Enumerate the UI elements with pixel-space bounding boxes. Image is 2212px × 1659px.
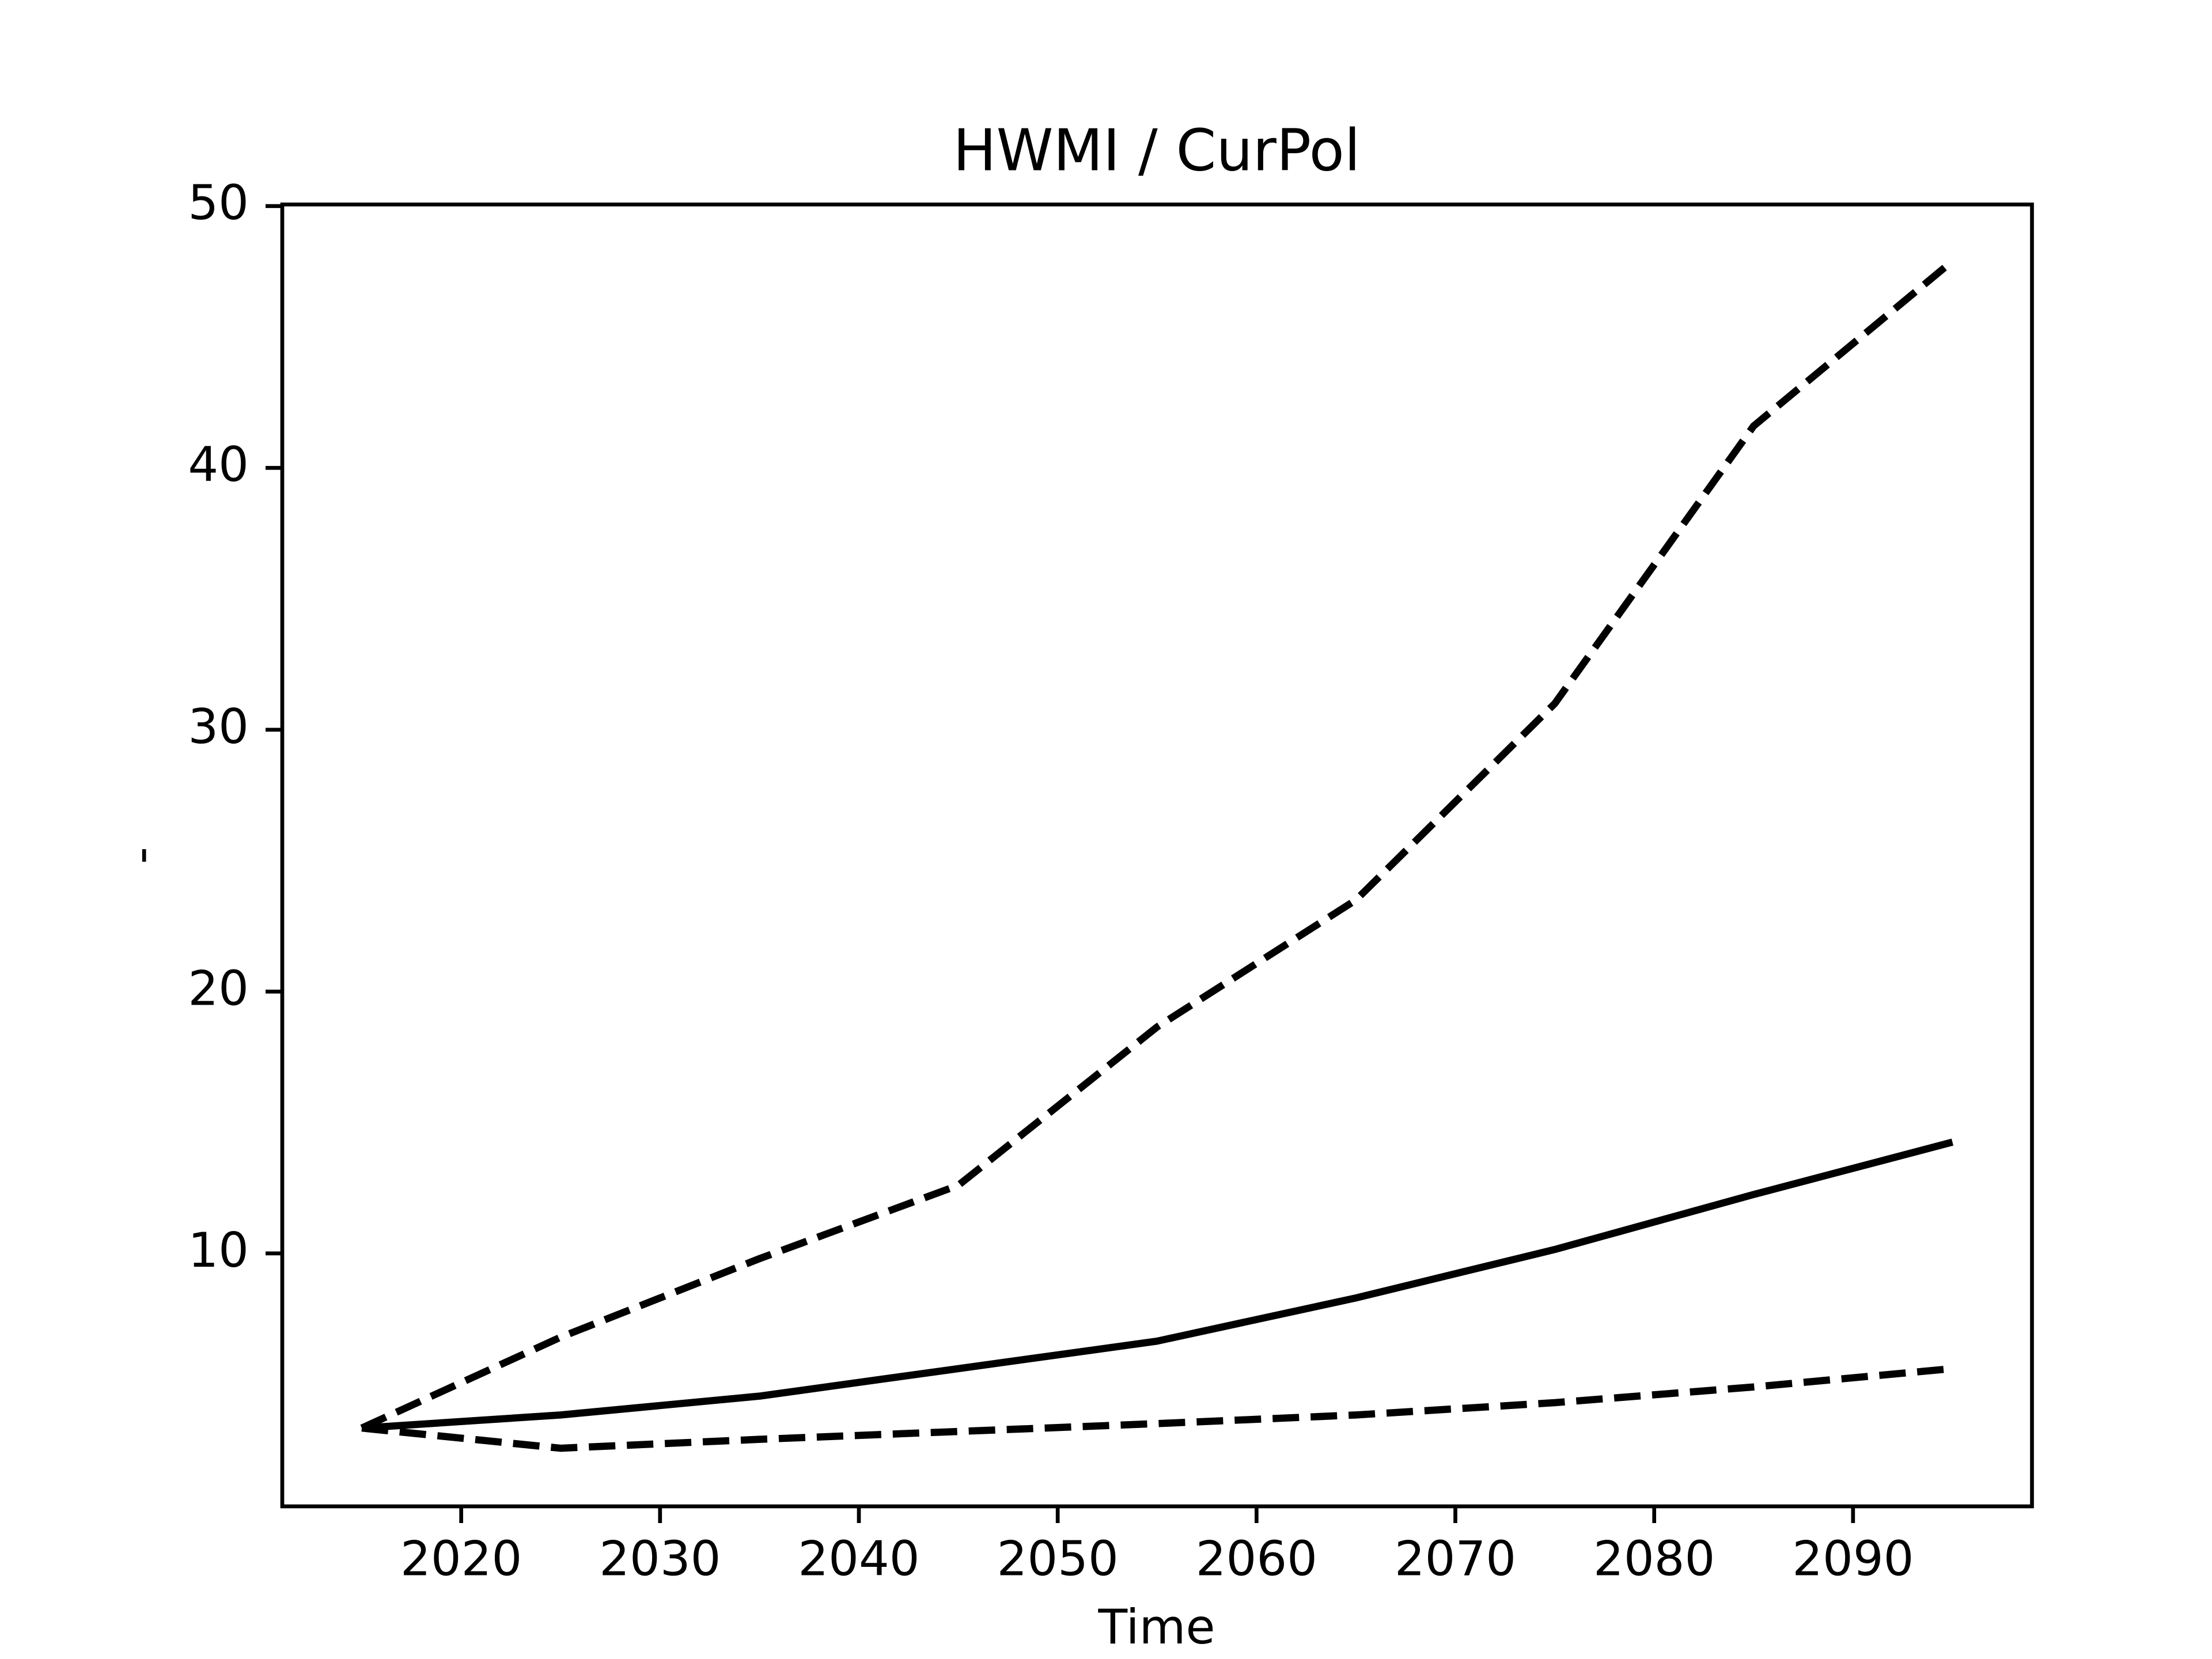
x-tick-label: 2040 [798,1531,919,1587]
y-axis-label: - [113,847,169,864]
x-tick-label: 2030 [599,1531,721,1587]
x-tick-label: 2060 [1196,1531,1317,1587]
x-tick-label: 2070 [1395,1531,1516,1587]
y-tick-label: 50 [188,175,249,231]
x-axis-label: Time [1097,1599,1215,1655]
y-tick-label: 40 [188,437,249,493]
x-tick-label: 2090 [1792,1531,1914,1587]
x-tick-label: 2050 [997,1531,1119,1587]
x-tick-label: 2020 [400,1531,522,1587]
y-tick-label: 30 [188,699,249,755]
y-tick-label: 10 [188,1222,249,1278]
y-tick-label: 20 [188,960,249,1016]
data-line [360,258,1955,1431]
data-line [361,1138,1954,1432]
plot-frame [280,202,2034,1509]
x-tick-label: 2080 [1593,1531,1715,1587]
data-line [361,1365,1953,1452]
chart-title: HWMI / CurPol [953,116,1360,184]
